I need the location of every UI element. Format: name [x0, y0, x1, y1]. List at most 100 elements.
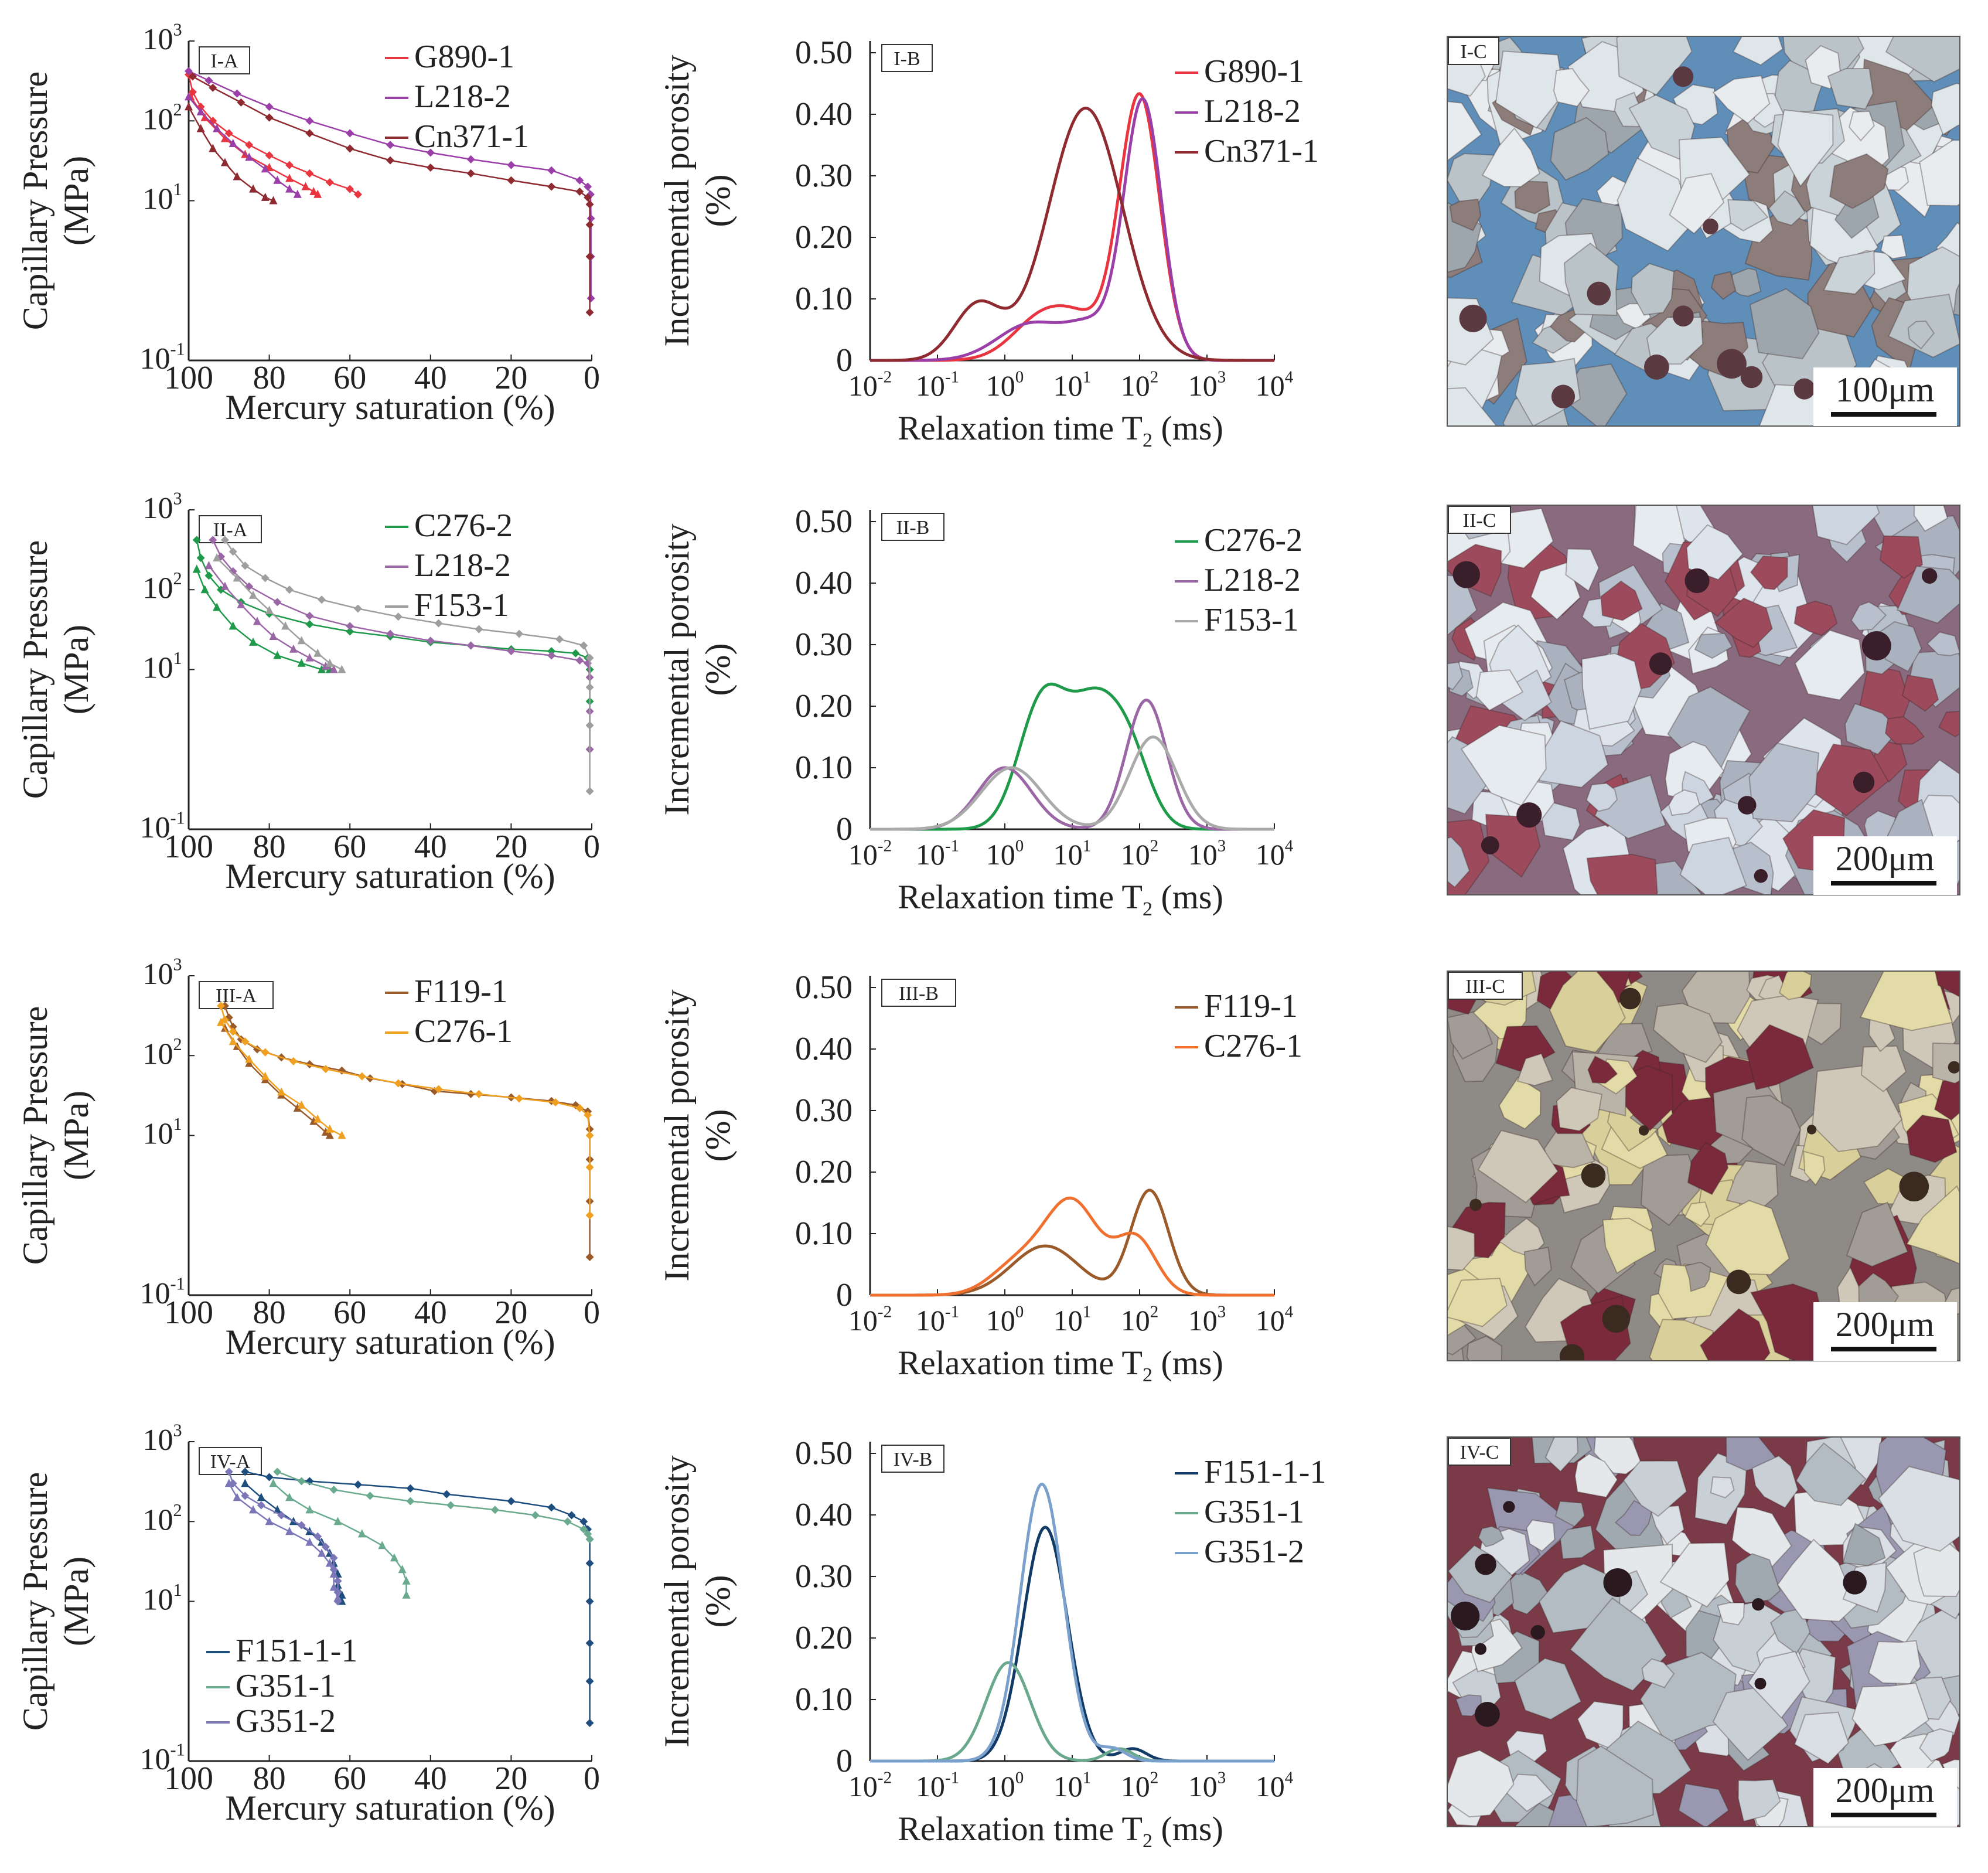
dark-mineral [1740, 366, 1763, 389]
injection-marker [329, 1554, 338, 1562]
x-tick-label: 80 [253, 1760, 286, 1797]
y-tick-label: 0 [836, 342, 853, 379]
withdrawal-marker [253, 617, 261, 625]
injection-marker [273, 598, 282, 607]
y-axis-label: Incremental porosity [657, 1455, 696, 1747]
withdrawal-marker [378, 1541, 387, 1550]
withdrawal-marker [402, 1590, 411, 1599]
injection-marker [585, 1639, 594, 1647]
grain [1812, 505, 1880, 546]
withdrawal-marker [273, 651, 282, 659]
thin-section-photo-III-C: III-C 200μm [1447, 970, 1960, 1361]
injection-marker [185, 67, 193, 76]
withdrawal-marker [337, 1590, 346, 1599]
dark-mineral [1717, 349, 1747, 379]
dark-mineral [1603, 1568, 1632, 1598]
grain [1750, 555, 1788, 590]
withdrawal-marker [213, 553, 221, 562]
withdrawal-marker [305, 1537, 314, 1546]
y-tick-label: 103 [142, 955, 182, 991]
y-tick-label: 0 [836, 811, 853, 847]
withdrawal-marker [357, 1529, 366, 1538]
y-tick-label: 101 [142, 1114, 182, 1150]
photo-frame [1447, 970, 1960, 1361]
x-tick-label: 102 [1121, 1303, 1159, 1337]
y-tick-label: 102 [142, 100, 182, 136]
grain [1585, 782, 1618, 812]
grain [1687, 1142, 1729, 1196]
panel-tag-II-A: II-A [199, 515, 262, 543]
withdrawal-marker [269, 1479, 278, 1487]
injection-marker [386, 141, 394, 149]
injection-marker [204, 76, 213, 85]
injection-marker [585, 1163, 594, 1172]
withdrawal-marker [249, 1505, 258, 1514]
dark-mineral [1469, 1198, 1482, 1211]
legend-label: F119-1 [414, 973, 508, 1010]
dark-mineral [1754, 869, 1768, 883]
withdrawal-marker [402, 1576, 411, 1585]
withdrawal-marker [269, 196, 278, 205]
panel-tag-label: I-B [894, 48, 920, 70]
panel-tag-III-B: III-B [881, 979, 956, 1007]
x-tick-label: 20 [495, 829, 527, 865]
scale-bar-label: 200μm [1836, 1771, 1935, 1810]
panel-tag-box [881, 513, 944, 541]
scale-bar-label: 100μm [1836, 370, 1935, 409]
injection-marker [333, 1576, 342, 1585]
withdrawal-marker [245, 152, 254, 161]
grain [1576, 1745, 1654, 1827]
withdrawal-marker [325, 1558, 334, 1567]
panel-tag-II-B: II-B [881, 513, 944, 541]
x-tick-label: 101 [1053, 1769, 1092, 1803]
grain [1649, 1319, 1714, 1361]
injection-marker [241, 1037, 250, 1046]
withdrawal-marker [318, 1548, 326, 1557]
injection-marker [289, 1057, 298, 1065]
grain [1617, 157, 1693, 252]
grain [1938, 710, 1960, 738]
grain [1553, 67, 1590, 107]
dark-mineral [1684, 568, 1710, 594]
injection-marker [241, 561, 250, 570]
injection-marker [353, 190, 362, 199]
x-tick-label: 80 [253, 1295, 286, 1331]
grain [1907, 320, 1935, 350]
grain [1934, 1078, 1960, 1121]
grain [1868, 1018, 1896, 1053]
injection-marker [245, 141, 254, 149]
grain [1906, 1114, 1958, 1163]
y-axis-label-unit: (%) [698, 175, 737, 227]
nmr-series-F153-1 [870, 735, 1274, 831]
withdrawal-marker [337, 665, 346, 673]
x-tick-label: 100 [164, 360, 213, 396]
withdrawal-marker [390, 1553, 398, 1562]
photo-tag-II-C: II-C [1448, 506, 1511, 534]
injection-marker [305, 611, 314, 620]
nmr-chart-III-B: 0.50 0.40 0.30 0.20 0.10 010-2 10-1 100 101 102 10… [657, 969, 1302, 1386]
withdrawal-marker [297, 1100, 306, 1109]
injection-marker [426, 636, 435, 645]
x-tick-label: 102 [1121, 837, 1159, 871]
injection-marker [466, 155, 475, 164]
y-tick-label: 0.40 [795, 565, 853, 601]
mercury-series-F119-1 [220, 1002, 594, 1261]
nmr-series-C276-2 [870, 682, 1274, 831]
injection-marker [547, 166, 556, 175]
nmr-series-L218-2 [870, 698, 1274, 831]
injection-marker [386, 156, 394, 165]
dark-mineral [1921, 568, 1938, 584]
injection-marker [507, 161, 516, 169]
legend-label: Cn371-1 [414, 118, 529, 155]
injection-marker [305, 117, 314, 125]
injection-marker [585, 683, 594, 692]
y-tick-label: 0.50 [795, 503, 853, 540]
grain [1544, 1437, 1579, 1473]
grain [1823, 250, 1876, 295]
grain [1556, 1087, 1603, 1132]
panel-tag-label: III-B [899, 983, 939, 1004]
x-tick-label: 80 [253, 360, 286, 396]
x-tick-label: 0 [584, 1760, 600, 1797]
